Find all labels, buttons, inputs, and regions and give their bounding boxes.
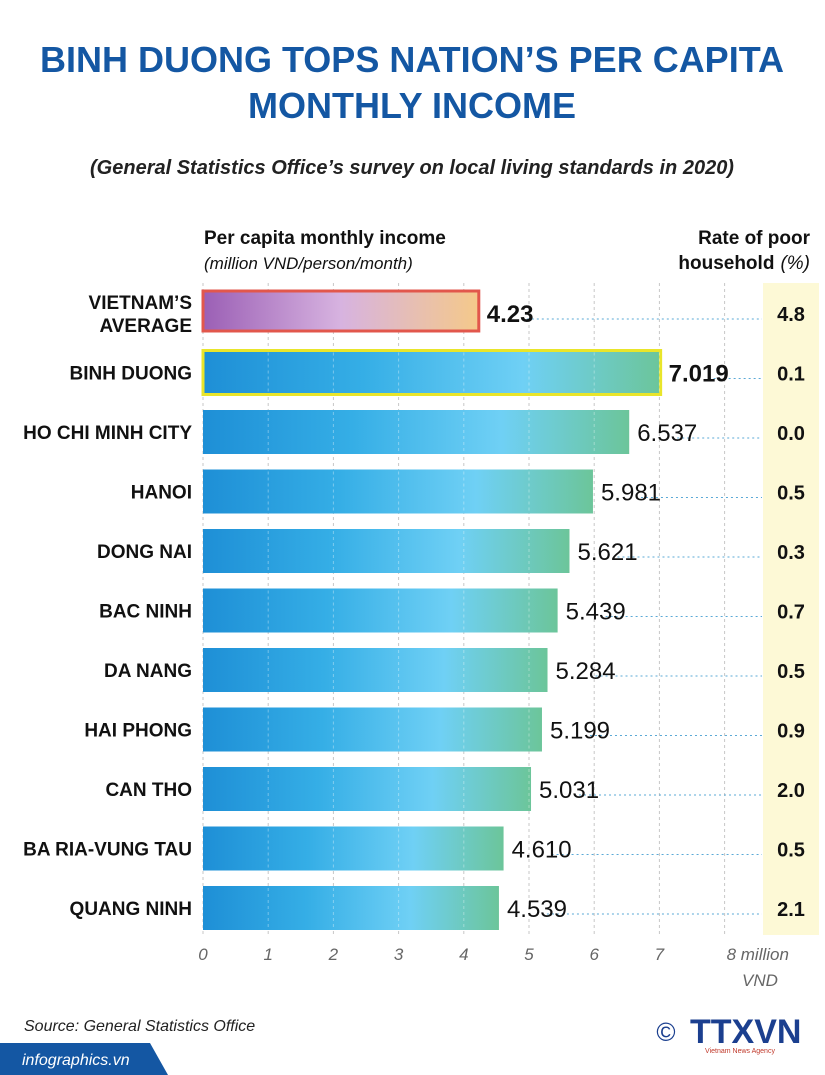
bar-layer <box>201 289 663 930</box>
category-label: QUANG NINH <box>70 899 192 920</box>
poor-rate-label: 0.1 <box>777 364 805 386</box>
x-tick-label: 5 <box>524 945 534 964</box>
poor-rate-label: 0.5 <box>777 661 805 683</box>
left-header-unit: (million VND/person/month) <box>204 254 413 273</box>
bar-hai-phong <box>203 707 542 752</box>
category-label: BAC NINH <box>99 602 192 623</box>
category-label: AVERAGE <box>99 316 192 337</box>
x-tick-label: 7 <box>655 945 665 964</box>
category-label: HAI PHONG <box>84 721 192 742</box>
poor-rate-label: 4.8 <box>777 304 805 326</box>
value-label: 6.537 <box>637 420 697 447</box>
bar-bac-ninh <box>203 588 558 633</box>
poor-rate-label: 0.5 <box>777 483 805 505</box>
left-header-title: Per capita monthly income <box>204 228 446 249</box>
bar-ba-ria-vung-tau <box>203 826 504 871</box>
logo-subtitle: Vietnam News Agency <box>705 1048 775 1055</box>
right-header-household: household <box>678 253 774 274</box>
rate-column-background <box>763 283 819 935</box>
value-label: 5.621 <box>577 539 637 566</box>
category-label: DONG NAI <box>97 542 192 563</box>
bar-can-tho <box>203 767 532 811</box>
value-label: 5.439 <box>566 599 626 626</box>
x-tick-label: 6 <box>589 945 599 964</box>
poor-rate-label: 0.7 <box>777 602 805 624</box>
bar-hanoi <box>203 469 593 514</box>
right-header-title-line2: household (%) <box>678 253 810 274</box>
right-header-title: Rate of poor <box>698 228 810 249</box>
x-tick-label: 1 <box>263 945 272 964</box>
poor-rate-label: 2.1 <box>777 899 805 921</box>
bar-binh-duong <box>201 349 663 396</box>
category-label: DA NANG <box>104 661 192 682</box>
x-tick-label: 4 <box>459 945 468 964</box>
source-note: Source: General Statistics Office <box>24 1018 255 1035</box>
right-header-percent: (%) <box>780 253 810 274</box>
chart-subtitle: (General Statistics Office’s survey on l… <box>90 157 734 179</box>
category-label: CAN THO <box>105 780 192 801</box>
value-label: 7.019 <box>669 361 729 388</box>
x-axis: 0 1 2 3 4 5 6 7 8 million VND <box>198 945 789 990</box>
bar-ho-chi-minh-city <box>203 410 630 454</box>
value-label: 5.199 <box>550 718 610 745</box>
bar-da-nang <box>203 648 548 692</box>
category-label: HANOI <box>131 483 192 504</box>
chart-title-line2: MONTHLY INCOME <box>248 85 576 126</box>
value-label: 4.610 <box>512 837 572 864</box>
poor-rate-label: 0.5 <box>777 840 805 862</box>
bar-vietnam-average <box>201 289 481 333</box>
poor-rate-label: 0.0 <box>777 423 805 445</box>
ttxvn-logo: TTXVN Vietnam News Agency <box>690 1013 801 1055</box>
category-label: VIETNAM’S <box>89 293 192 314</box>
bar-quang-ninh <box>203 886 499 930</box>
value-label: 5.031 <box>539 777 599 804</box>
value-label: 4.539 <box>507 896 567 923</box>
chart-title-line1: BINH DUONG TOPS NATION’S PER CAPITA <box>40 39 784 80</box>
x-tick-label: 0 <box>198 945 208 964</box>
poor-rate-label: 0.3 <box>777 542 805 564</box>
site-banner <box>0 1043 168 1075</box>
value-label: 5.284 <box>556 658 616 685</box>
category-label: BINH DUONG <box>70 364 192 385</box>
logo-wordmark: TTXVN <box>690 1013 801 1051</box>
value-label: 4.23 <box>487 301 534 328</box>
category-label: BA RIA-VUNG TAU <box>23 840 192 861</box>
poor-rate-label: 0.9 <box>777 721 805 743</box>
x-axis-unit: VND <box>742 971 778 990</box>
copyright-symbol: © <box>656 1017 675 1047</box>
bar-dong-nai <box>203 529 570 573</box>
poor-rate-label: 2.0 <box>777 780 805 802</box>
site-name: infographics.vn <box>22 1052 130 1069</box>
x-tick-label: 2 <box>328 945 339 964</box>
category-label: HO CHI MINH CITY <box>23 423 192 444</box>
x-tick-label: 3 <box>394 945 404 964</box>
value-label: 5.981 <box>601 480 661 507</box>
x-tick-label: 8 million <box>727 945 789 964</box>
